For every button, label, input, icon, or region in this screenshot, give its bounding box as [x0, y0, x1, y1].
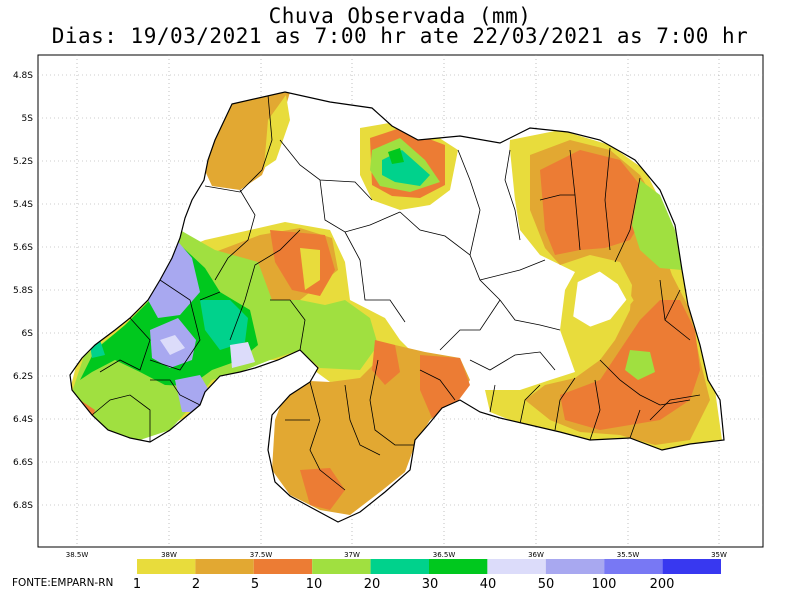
legend-swatch [253, 559, 313, 574]
map-title: Chuva Observada (mm) [268, 4, 532, 28]
legend-label: 20 [364, 577, 381, 592]
legend-label: 40 [480, 577, 497, 592]
y-tick-label: 6S [22, 329, 34, 339]
legend-label: 5 [251, 577, 259, 592]
y-tick-label: 5S [22, 114, 34, 124]
legend-label: 100 [592, 577, 617, 592]
x-tick-label: 38.5W [66, 551, 89, 559]
rainfall-bands [70, 92, 722, 515]
y-tick-label: 6.2S [13, 372, 33, 382]
x-tick-label: 35W [711, 551, 727, 559]
x-tick-label: 38W [161, 551, 177, 559]
municipal-borders [91, 94, 701, 491]
y-tick-label: 5.8S [13, 286, 33, 296]
x-tick-label: 37W [344, 551, 360, 559]
x-tick-label: 35.5W [617, 551, 640, 559]
legend-label: 2 [192, 577, 200, 592]
x-tick-label: 36W [528, 551, 544, 559]
legend-label: 10 [306, 577, 323, 592]
y-tick-label: 6.6S [13, 458, 33, 468]
x-axis: 38.5W 38W 37.5W 37W 36.5W 36W 35.5W 35W [66, 551, 727, 559]
y-tick-label: 5.4S [13, 200, 33, 210]
y-tick-label: 4.8S [13, 71, 33, 81]
legend-label: 50 [538, 577, 555, 592]
y-axis: 4.8S 5S 5.2S 5.4S 5.6S 5.8S 6S 6.2S 6.4S… [13, 71, 33, 511]
legend-labels: 1 2 5 10 20 30 40 50 100 200 [133, 577, 675, 592]
legend-swatch [137, 559, 196, 574]
legend-swatch [662, 559, 721, 574]
legend-swatch [545, 559, 605, 574]
y-tick-label: 6.8S [13, 501, 33, 511]
legend-swatch [312, 559, 371, 574]
x-tick-label: 37.5W [250, 551, 273, 559]
legend-label: 200 [650, 577, 675, 592]
legend-color-bar [137, 559, 721, 574]
legend-label: 1 [133, 577, 141, 592]
legend-swatch [195, 559, 254, 574]
data-source: FONTE:EMPARN-RN [12, 577, 114, 589]
map-subtitle: Dias: 19/03/2021 as 7:00 hr ate 22/03/20… [51, 24, 749, 48]
x-tick-label: 36.5W [433, 551, 456, 559]
legend-label: 30 [422, 577, 439, 592]
legend-swatch [429, 559, 488, 574]
y-tick-label: 6.4S [13, 415, 33, 425]
y-tick-label: 5.6S [13, 243, 33, 253]
legend-swatch [487, 559, 546, 574]
y-tick-label: 5.2S [13, 157, 33, 167]
legend-swatch [370, 559, 429, 574]
legend-swatch [604, 559, 663, 574]
